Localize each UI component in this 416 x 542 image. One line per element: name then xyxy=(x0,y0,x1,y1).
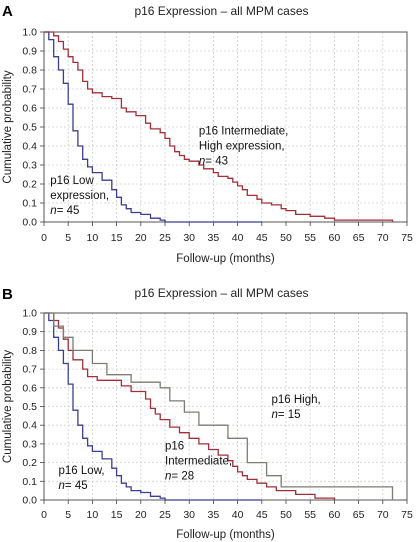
x-tick-label: 0 xyxy=(41,509,47,521)
y-tick-label: 0.7 xyxy=(22,84,37,96)
y-tick-label: 0.4 xyxy=(22,420,37,432)
series-line-1 xyxy=(44,312,262,501)
x-tick-label: 45 xyxy=(256,232,268,244)
x-tick-label: 40 xyxy=(232,509,244,521)
x-tick-label: 0 xyxy=(41,232,47,244)
y-tick-label: 0.7 xyxy=(22,364,37,376)
annotation-n: n= 28 xyxy=(165,471,194,483)
x-tick-label: 30 xyxy=(183,509,195,521)
x-tick-label: 70 xyxy=(377,509,389,521)
x-tick-label: 40 xyxy=(232,232,244,244)
annotation-3: p16 Low, n= 45 xyxy=(59,465,105,492)
annotation-line: High expression, xyxy=(199,141,285,153)
annotation-1: p16 High, n= 15 xyxy=(271,394,320,421)
y-axis-label: Cumulative probability xyxy=(2,70,14,183)
annotation-n: n= 45 xyxy=(50,205,79,217)
series-line-2 xyxy=(44,312,336,500)
annotation-line: expression, xyxy=(50,190,109,202)
chart-title: p16 Expression – all MPM cases xyxy=(134,4,308,18)
y-tick-label: 0.4 xyxy=(22,141,37,153)
x-tick-label: 25 xyxy=(159,232,171,244)
y-tick-label: 0.3 xyxy=(22,160,37,172)
x-tick-label: 65 xyxy=(353,232,365,244)
x-tick-label: 20 xyxy=(135,232,147,244)
annotation-1: p16 Intermediate, High expression, n= 43 xyxy=(199,126,289,168)
series-line-1 xyxy=(44,31,262,223)
y-tick-label: 0.8 xyxy=(22,65,37,77)
x-tick-label: 10 xyxy=(87,509,99,521)
x-tick-label: 25 xyxy=(159,509,171,521)
annotation-line: p16 Low xyxy=(50,175,94,187)
y-tick-label: 0.0 xyxy=(22,217,37,229)
y-tick-label: 0.3 xyxy=(22,438,37,450)
x-tick-label: 60 xyxy=(329,509,341,521)
y-axis-label: Cumulative probability xyxy=(2,350,14,463)
x-tick-label: 5 xyxy=(65,232,71,244)
panel-letter: A xyxy=(2,3,13,20)
y-tick-label: 0.5 xyxy=(22,122,37,134)
panel-letter: B xyxy=(2,286,13,303)
x-tick-label: 60 xyxy=(329,232,341,244)
x-tick-label: 20 xyxy=(135,509,147,521)
annotation-line: p16 xyxy=(165,441,184,453)
x-tick-label: 10 xyxy=(87,232,99,244)
x-tick-label: 15 xyxy=(111,232,123,244)
y-tick-label: 1.0 xyxy=(22,308,37,320)
y-tick-label: 0.0 xyxy=(22,495,37,507)
series-line-3 xyxy=(44,312,394,500)
annotation-line: p16 Low, xyxy=(59,465,105,477)
y-tick-label: 0.8 xyxy=(22,345,37,357)
series-line-2 xyxy=(44,31,394,222)
x-tick-label: 50 xyxy=(280,232,292,244)
annotation-line: p16 Intermediate, xyxy=(199,126,289,138)
y-tick-label: 0.2 xyxy=(22,457,37,469)
x-tick-label: 35 xyxy=(208,509,220,521)
x-tick-label: 55 xyxy=(304,232,316,244)
y-tick-label: 0.5 xyxy=(22,401,37,413)
x-tick-label: 50 xyxy=(280,509,292,521)
chart-title: p16 Expression – all MPM cases xyxy=(134,286,308,300)
x-tick-label: 15 xyxy=(111,509,123,521)
y-tick-label: 0.1 xyxy=(22,198,37,210)
x-tick-label: 55 xyxy=(304,509,316,521)
y-tick-label: 1.0 xyxy=(22,27,37,39)
annotation-n: n= 45 xyxy=(59,480,88,492)
y-tick-label: 0.1 xyxy=(22,476,37,488)
annotation-n: n= 15 xyxy=(271,409,300,421)
x-axis-label: Follow-up (months) xyxy=(176,529,275,541)
y-tick-label: 0.9 xyxy=(22,326,37,338)
annotation-2: p16 Intermediate, n= 28 xyxy=(165,441,232,483)
x-tick-label: 35 xyxy=(208,232,220,244)
annotation-line: p16 High, xyxy=(271,394,320,406)
x-tick-label: 65 xyxy=(353,509,365,521)
y-tick-label: 0.6 xyxy=(22,103,37,115)
y-tick-label: 0.2 xyxy=(22,179,37,191)
x-tick-label: 45 xyxy=(256,509,268,521)
x-axis-label: Follow-up (months) xyxy=(176,253,275,265)
x-tick-label: 70 xyxy=(377,232,389,244)
x-tick-label: 75 xyxy=(401,232,413,244)
annotation-n: n= 43 xyxy=(199,156,228,168)
x-tick-label: 5 xyxy=(65,509,71,521)
x-tick-label: 75 xyxy=(401,509,413,521)
annotation-2: p16 Low expression, n= 45 xyxy=(50,175,109,217)
x-tick-label: 30 xyxy=(183,232,195,244)
y-tick-label: 0.9 xyxy=(22,46,37,58)
y-tick-label: 0.6 xyxy=(22,382,37,394)
annotation-line: Intermediate, xyxy=(165,456,232,468)
